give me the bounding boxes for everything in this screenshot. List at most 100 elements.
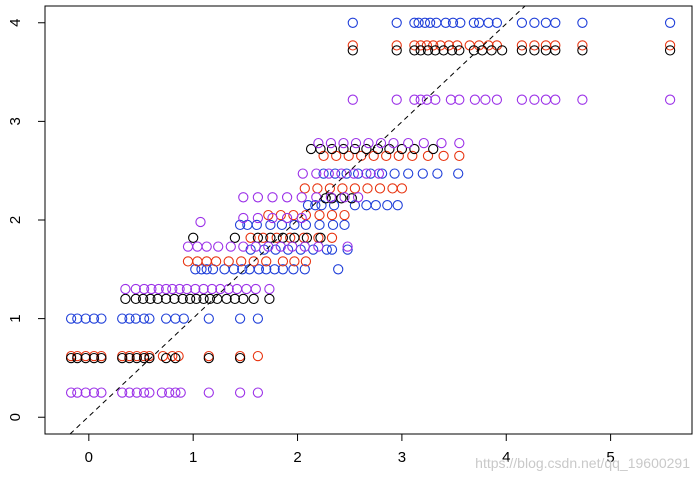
data-point-blue xyxy=(72,313,83,324)
data-point-purple xyxy=(267,212,278,224)
data-point-purple xyxy=(373,168,385,179)
data-point-blue xyxy=(96,313,107,324)
data-point-blue xyxy=(424,17,436,28)
data-point-black xyxy=(137,293,149,305)
data-point-red xyxy=(415,40,426,51)
data-point-black xyxy=(248,293,259,305)
data-point-red xyxy=(391,40,402,51)
data-point-red xyxy=(421,40,433,51)
data-point-black xyxy=(347,45,358,56)
data-point-red xyxy=(516,40,528,51)
data-point-black xyxy=(496,45,508,56)
data-point-blue xyxy=(124,313,135,324)
data-point-black xyxy=(138,352,150,364)
data-point-black xyxy=(152,293,163,305)
data-point-black xyxy=(229,232,241,243)
data-point-black xyxy=(349,143,361,155)
data-point-red xyxy=(387,183,398,194)
data-point-blue xyxy=(392,200,403,211)
data-point-red xyxy=(368,150,379,162)
data-point-purple xyxy=(403,137,414,149)
watermark-text: https://blog.csdn.net/qq_19600291 xyxy=(475,455,690,471)
data-point-purple xyxy=(469,94,481,105)
data-point-black xyxy=(409,143,420,155)
data-point-black xyxy=(415,45,426,56)
data-point-red xyxy=(339,209,350,221)
data-point-black xyxy=(160,352,172,364)
data-point-black xyxy=(124,352,135,364)
data-point-red xyxy=(396,183,408,194)
data-point-purple xyxy=(198,283,209,295)
data-point-purple xyxy=(65,387,77,398)
y-tick-label: 2 xyxy=(7,216,24,224)
data-point-purple xyxy=(80,387,91,398)
data-point-blue xyxy=(329,168,341,179)
data-point-red xyxy=(318,150,329,162)
data-point-blue xyxy=(300,219,312,231)
data-point-blue xyxy=(352,168,364,179)
data-point-blue xyxy=(88,313,100,324)
data-point-black xyxy=(131,352,142,364)
data-point-purple xyxy=(430,94,441,105)
data-point-red xyxy=(203,350,214,362)
data-point-red xyxy=(257,232,269,243)
data-point-blue xyxy=(321,244,332,255)
data-point-purple xyxy=(529,94,540,105)
data-point-red xyxy=(248,256,259,267)
data-point-black xyxy=(177,293,188,305)
data-point-black xyxy=(516,45,528,56)
data-point-black xyxy=(198,293,209,305)
data-point-black xyxy=(338,143,349,155)
x-tick-label: 5 xyxy=(606,449,614,466)
x-tick-label: 1 xyxy=(189,449,197,466)
data-point-blue xyxy=(117,313,128,324)
data-point-blue xyxy=(540,17,552,28)
data-point-red xyxy=(234,350,246,362)
data-point-blue xyxy=(664,17,676,28)
y-tick-label: 1 xyxy=(7,314,24,322)
data-point-blue xyxy=(237,264,248,275)
data-point-purple xyxy=(117,387,128,398)
data-point-purple xyxy=(350,137,362,149)
x-tick-label: 0 xyxy=(85,449,93,466)
x-axis: 0 1 2 3 4 5 xyxy=(85,434,615,466)
data-point-blue xyxy=(80,313,91,324)
data-point-black xyxy=(664,45,676,56)
data-point-blue xyxy=(144,313,155,324)
data-point-red xyxy=(210,256,222,267)
data-point-blue xyxy=(261,264,272,275)
data-point-blue xyxy=(550,17,561,28)
data-point-purple xyxy=(516,94,528,105)
data-point-red xyxy=(157,350,169,362)
data-point-purple xyxy=(225,241,236,252)
data-point-purple xyxy=(363,137,374,149)
data-point-blue xyxy=(440,17,451,28)
data-point-black xyxy=(428,143,439,155)
data-point-purple xyxy=(263,241,274,252)
data-point-red xyxy=(374,183,386,194)
data-point-red xyxy=(664,40,676,51)
data-point-black xyxy=(430,45,441,56)
x-tick-label: 3 xyxy=(398,449,406,466)
data-point-blue xyxy=(160,313,172,324)
data-point-blue xyxy=(170,313,181,324)
data-point-red xyxy=(167,350,178,362)
data-point-black xyxy=(144,352,155,364)
data-point-purple xyxy=(348,168,360,179)
data-point-purple xyxy=(138,283,150,295)
data-point-purple xyxy=(144,387,155,398)
data-point-blue xyxy=(251,219,262,231)
data-point-purple xyxy=(238,241,249,252)
data-point-blue xyxy=(130,313,141,324)
data-point-purple xyxy=(252,192,264,203)
data-point-purple xyxy=(250,241,261,252)
data-point-purple xyxy=(375,137,387,149)
data-point-purple xyxy=(296,192,307,203)
data-point-purple xyxy=(250,283,261,295)
data-point-purple xyxy=(480,94,491,105)
data-point-purple xyxy=(323,168,334,179)
data-point-blue xyxy=(409,17,420,28)
data-point-purple xyxy=(267,192,278,203)
data-point-purple xyxy=(203,387,214,398)
data-point-red xyxy=(252,350,264,362)
